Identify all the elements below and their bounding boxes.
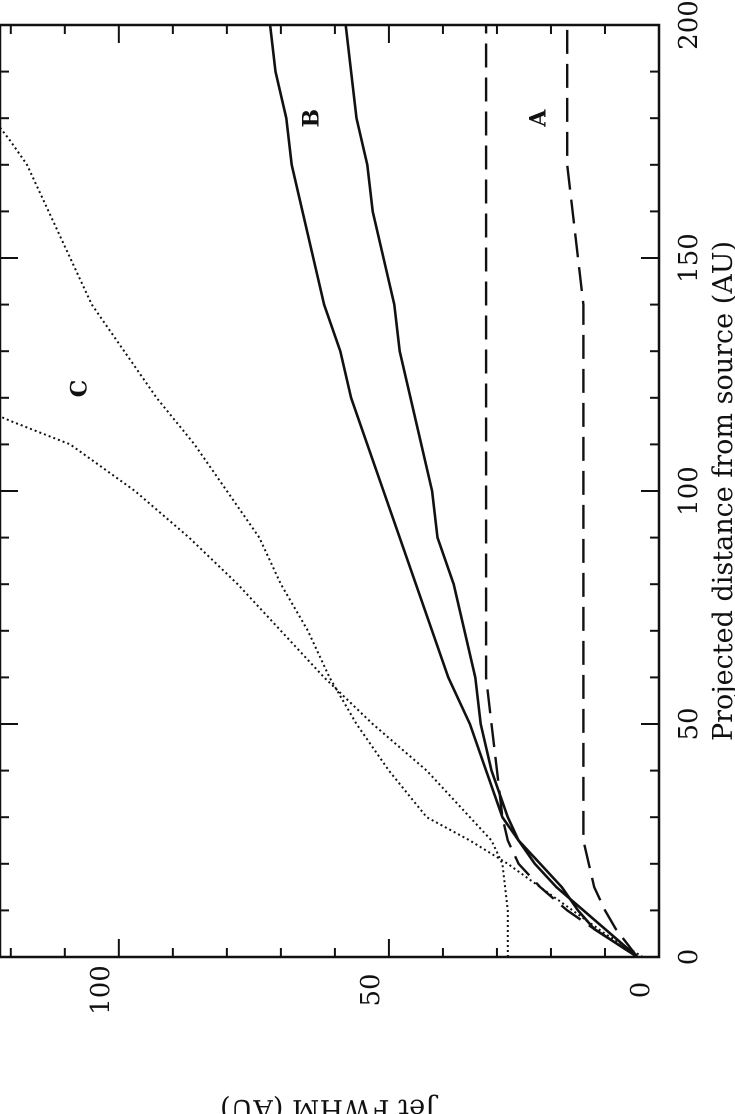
curve-labels: A B C (66, 109, 551, 398)
tick-marks (0, 24, 660, 958)
y-tick-label-50: 50 (356, 973, 386, 1006)
tick-labels: 0 50 100 150 200 0 50 100 (86, 0, 704, 1015)
x-tick-label-0: 0 (674, 949, 704, 966)
curve-label-c: C (66, 380, 92, 398)
curve-label-b: B (299, 109, 325, 128)
x-tick-label-150: 150 (674, 233, 704, 283)
series-b-solid-line-3 (268, 24, 639, 959)
series-a-dashed-line-0 (566, 25, 639, 958)
plot-frame (0, 23, 661, 959)
y-tick-label-0: 0 (626, 982, 656, 999)
y-axis-title: Jet FWHM (AU) (220, 1093, 439, 1114)
series-a-dashed-line-1 (484, 25, 639, 959)
x-tick-label-100: 100 (674, 466, 704, 516)
y-tick-label-100: 100 (86, 965, 116, 1015)
series-c-dotted-line-5 (0, 126, 644, 958)
x-axis-title: Projected distance from source (AU) (708, 241, 735, 741)
x-tick-label-50: 50 (674, 707, 704, 740)
curves (0, 24, 644, 959)
series-b-solid-line-2 (344, 24, 639, 958)
x-tick-label-200: 200 (674, 0, 704, 50)
curve-label-a: A (526, 109, 552, 128)
